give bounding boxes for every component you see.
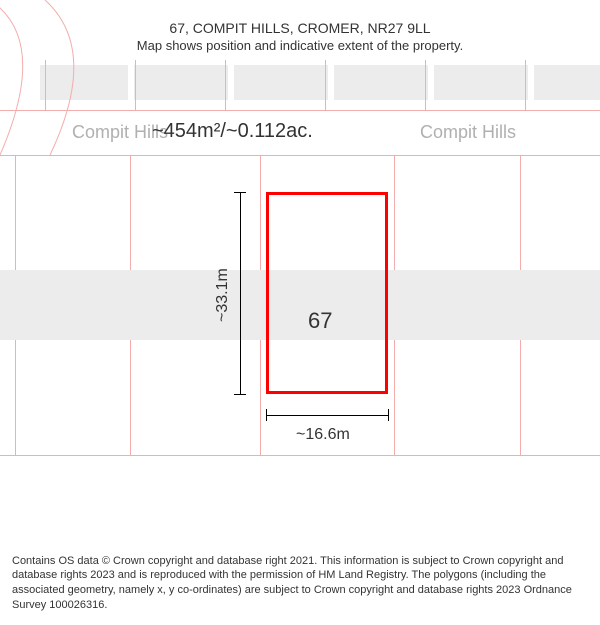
highlighted-property (266, 192, 388, 394)
page-root: 67, COMPIT HILLS, CROMER, NR27 9LL Map s… (0, 0, 600, 625)
building-gap (528, 65, 534, 100)
dim-line-horizontal (266, 415, 388, 416)
building-gap (228, 65, 234, 100)
parcel-line (325, 60, 326, 110)
road-label-right: Compit Hills (420, 122, 516, 143)
building-gap (428, 65, 434, 100)
dim-label-width: ~16.6m (296, 426, 350, 444)
parcel-line (425, 60, 426, 110)
plot-number: 67 (308, 308, 332, 334)
dim-tick (234, 192, 246, 193)
building-gap (328, 65, 334, 100)
parcel-line (225, 60, 226, 110)
dim-line-vertical (240, 192, 241, 394)
boundary-line-bottom (0, 455, 600, 456)
copyright-footer: Contains OS data © Crown copyright and d… (12, 554, 588, 613)
dim-tick (266, 409, 267, 421)
dim-tick (234, 394, 246, 395)
map-canvas: Compit Hills Compit Hills ~454m²/~0.112a… (0, 60, 600, 520)
area-label: ~454m²/~0.112ac. (152, 120, 313, 143)
dim-tick (388, 409, 389, 421)
dim-label-height: ~33.1m (214, 268, 232, 322)
parcel-line (525, 60, 526, 110)
